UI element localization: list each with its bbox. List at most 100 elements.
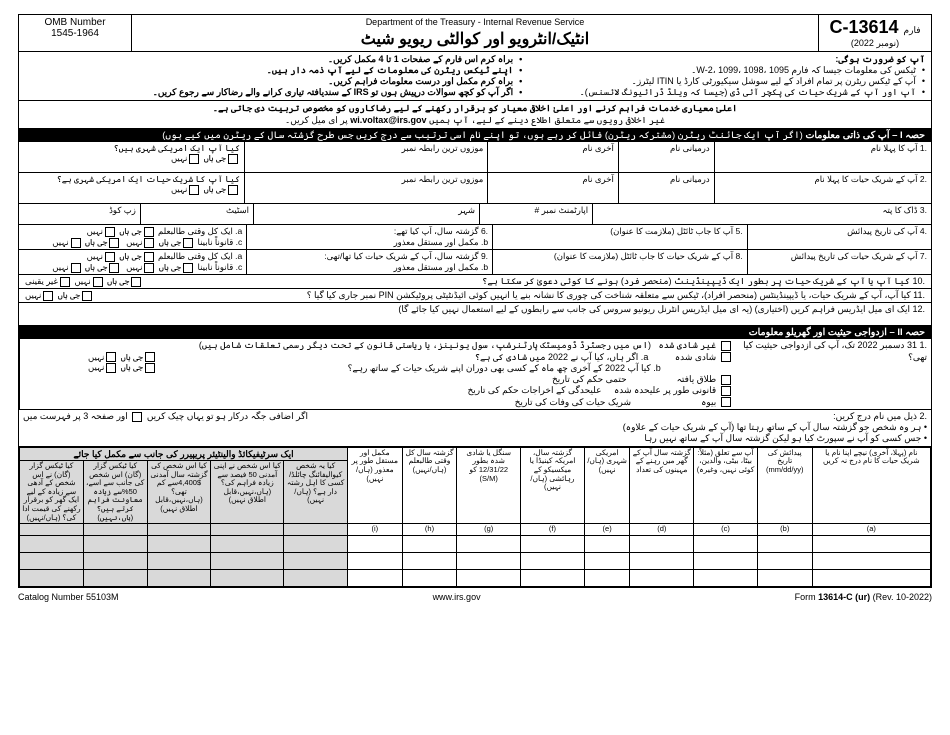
col-p5: کیا ٹیکس گزار (گان) نے اس شخص کے آدھی سے… [20,460,84,523]
fld-sp-phone[interactable]: موزوں ترین رابطہ نمبر [244,173,487,203]
fld-sp-first[interactable]: .2 آپ کے شریک حیات کا پہلا نام [714,173,931,203]
header-center: Department of the Treasury - Internal Re… [132,15,818,51]
row-spouse-name: .2 آپ کے شریک حیات کا پہلا نام درمیانی ن… [19,173,931,204]
checkbox[interactable] [189,185,199,195]
checkbox[interactable] [109,263,119,273]
email-link[interactable]: wi.voltax@irs.gov [350,115,426,125]
p2-q2: .2 ذیل میں نام درج کریں: • ہر وہ شخص جو … [19,410,931,447]
table-row[interactable] [20,552,931,569]
q6-b: b. مکمل اور مستقل معذور [251,237,488,248]
fld-q6: .6 گزشتہ سال، آپ کیا تھے: b. مکمل اور مس… [246,225,492,249]
q9-b: b. مکمل اور مستقل معذور [251,262,488,273]
col-p4: کیا ٹیکس گزار (گان) اس شخص کی جانب سے اس… [83,460,147,523]
fld-sp-job[interactable]: .8 آپ کے شریک حیات کا جاب ٹائٹل (ملازمت … [492,250,747,274]
checkbox[interactable] [71,238,81,248]
fld-q9: .9 گزشتہ سال، آپ کے شریک حیات کیا تھا/تھ… [246,250,492,274]
checkbox[interactable] [189,154,199,164]
need-item: ٹیکس کی معلومات جیسا کہ فارم W-2، 1099، … [534,65,925,76]
q6-t: .6 گزشتہ سال، آپ کیا تھے: [251,226,488,237]
part2-header: حصہ II – ازدواجی حیثیت اور گھریلو معلوما… [19,326,931,339]
site-url[interactable]: www.irs.gov [433,592,481,602]
q2-right: اگر اضافی جگہ درکار ہو تو یہاں چیک کریں … [19,410,439,446]
need-item: براہ کرم مکمل اور درست معلومات فراہم کری… [25,76,522,87]
checkbox[interactable] [93,277,103,287]
footer: Catalog Number 55103M www.irs.gov Form 1… [18,592,932,602]
need-item: اگر آپ کو کچھ سوالات درپیش ہوں تو IRS کے… [25,87,522,98]
checkbox[interactable] [183,263,193,273]
omb-label: OMB Number [25,17,125,28]
fld-mi[interactable]: درمیانی نام [618,142,714,172]
opt-wid: بیوہ [701,397,716,407]
checkbox[interactable] [144,227,154,237]
opt-married: شادی شدہ [675,352,716,362]
checkbox[interactable] [721,352,731,362]
q10: .10 کیا آپ یا آپ کے شریک حیات پر بطور ای… [19,275,931,289]
omb-box: OMB Number 1545-1964 [19,15,132,51]
q9-t: .9 گزشتہ سال، آپ کے شریک حیات کیا تھا/تھ… [251,251,488,262]
checkbox[interactable] [144,238,154,248]
form-label: فارم [904,25,921,35]
fld-phone[interactable]: موزوں ترین رابطہ نمبر [244,142,487,172]
fld-citizen: کیا آپ ایک امریکی شہری ہیں؟ جی ہاں نہیں [19,142,244,172]
fld-state[interactable]: اسٹیٹ [140,204,253,224]
fld-apt[interactable]: اپارٹمنٹ نمبر # [479,204,592,224]
checkbox[interactable] [721,386,731,396]
checkbox[interactable] [109,238,119,248]
tbl-hdr-row: نام (پہلا، آخری) نیچے اپنا نام یا شریک ح… [20,447,931,460]
let-g: (g) [457,524,521,536]
fld-sp-last[interactable]: آخری نام [487,173,618,203]
fld-first[interactable]: .1 آپ کا پہلا نام [714,142,931,172]
checkbox[interactable] [721,375,731,385]
checkbox[interactable] [131,277,141,287]
col-a: نام (پہلا، آخری) نیچے اپنا نام یا شریک ح… [812,447,930,524]
checkbox[interactable] [60,277,70,287]
form-rev: Form 13614-C (ur) (Rev. 10-2022) [795,592,932,602]
fld-sp-mi[interactable]: درمیانی نام [618,173,714,203]
checkbox[interactable] [132,412,142,422]
fld-city[interactable]: شہر [253,204,479,224]
need-item: براہ کرم اس فارم کے صفحات 1 تا 4 مکمل کر… [25,54,522,65]
opt-wid-a: شریک حیات کی وفات کی تاریخ [515,397,631,407]
table-row[interactable] [20,569,931,586]
let-p1 [284,524,348,536]
q2a: .2 ذیل میں نام درج کریں: [443,411,927,422]
checkbox[interactable] [105,252,115,262]
checkbox[interactable] [144,252,154,262]
checkbox[interactable] [183,238,193,248]
q2b: پر ای میل کریں۔ [285,115,348,125]
let-c: (c) [694,524,758,536]
checkbox[interactable] [82,291,92,301]
dependents-table: نام (پہلا، آخری) نیچے اپنا نام یا شریک ح… [19,447,931,587]
col-i: مکمل اور مستقل طور پر معذور (ہاں/نہیں) [348,447,403,524]
q11-text: .11 کیا آپ، آپ کے شریک حیات، یا ڈیپینڈین… [94,290,925,301]
checkbox[interactable] [721,397,731,407]
q10-text: .10 کیا آپ یا آپ کے شریک حیات پر بطور ای… [143,276,925,287]
checkbox[interactable] [228,185,238,195]
checkbox[interactable] [228,154,238,164]
fld-sp-citizen: کیا آپ کا شریک حیات ایک امریکی شہری ہے؟ … [19,173,244,203]
checkbox[interactable] [105,227,115,237]
fld-zip[interactable]: زپ کوڈ [19,204,140,224]
fld-q9yn: a. ایک کل وقتی طالبعلم جی ہاں نہیں c. قا… [19,250,246,274]
fld-sp-dob[interactable]: .7 آپ کے شریک حیات کی تاریخ پیدائش [747,250,931,274]
checkbox[interactable] [106,363,116,373]
fld-job[interactable]: .5 آپ کا جاب ٹائٹل (ملازمت کا عنوان) [492,225,747,249]
checkbox[interactable] [71,263,81,273]
table-row[interactable] [20,535,931,552]
fld-last[interactable]: آخری نام [487,142,618,172]
checkbox[interactable] [145,352,155,362]
checkbox[interactable] [106,352,116,362]
let-h: (h) [402,524,457,536]
fld-addr[interactable]: .3 ڈاک کا پتہ [592,204,931,224]
checkbox[interactable] [721,341,731,351]
opt-married-b: b. کیا آپ 2022 کے آخری چھ ماہ کے کسی بھی… [165,363,733,374]
marital-row: .1 31 دسمبر 2022 تک، آپ کی ازدواجی حیثیت… [19,339,931,410]
opt-sep-a: علیحدگی کے اخراجات حکم کی تاریخ [467,385,601,395]
marital-opts: غیر شادی شدہ (اس میں رجسٹرڈ ڈومیسٹک پارٹ… [161,339,737,409]
form-header: فارم 13614-C (نومبر 2022) Department of … [19,15,931,52]
checkbox[interactable] [145,363,155,373]
fld-dob[interactable]: .4 آپ کی تاریخ پیدائش [747,225,931,249]
checkbox[interactable] [144,263,154,273]
need-item: آپ اور آپ کے شریک حیات کی پکچر آئی ڈی (ج… [534,87,925,98]
checkbox[interactable] [43,291,53,301]
